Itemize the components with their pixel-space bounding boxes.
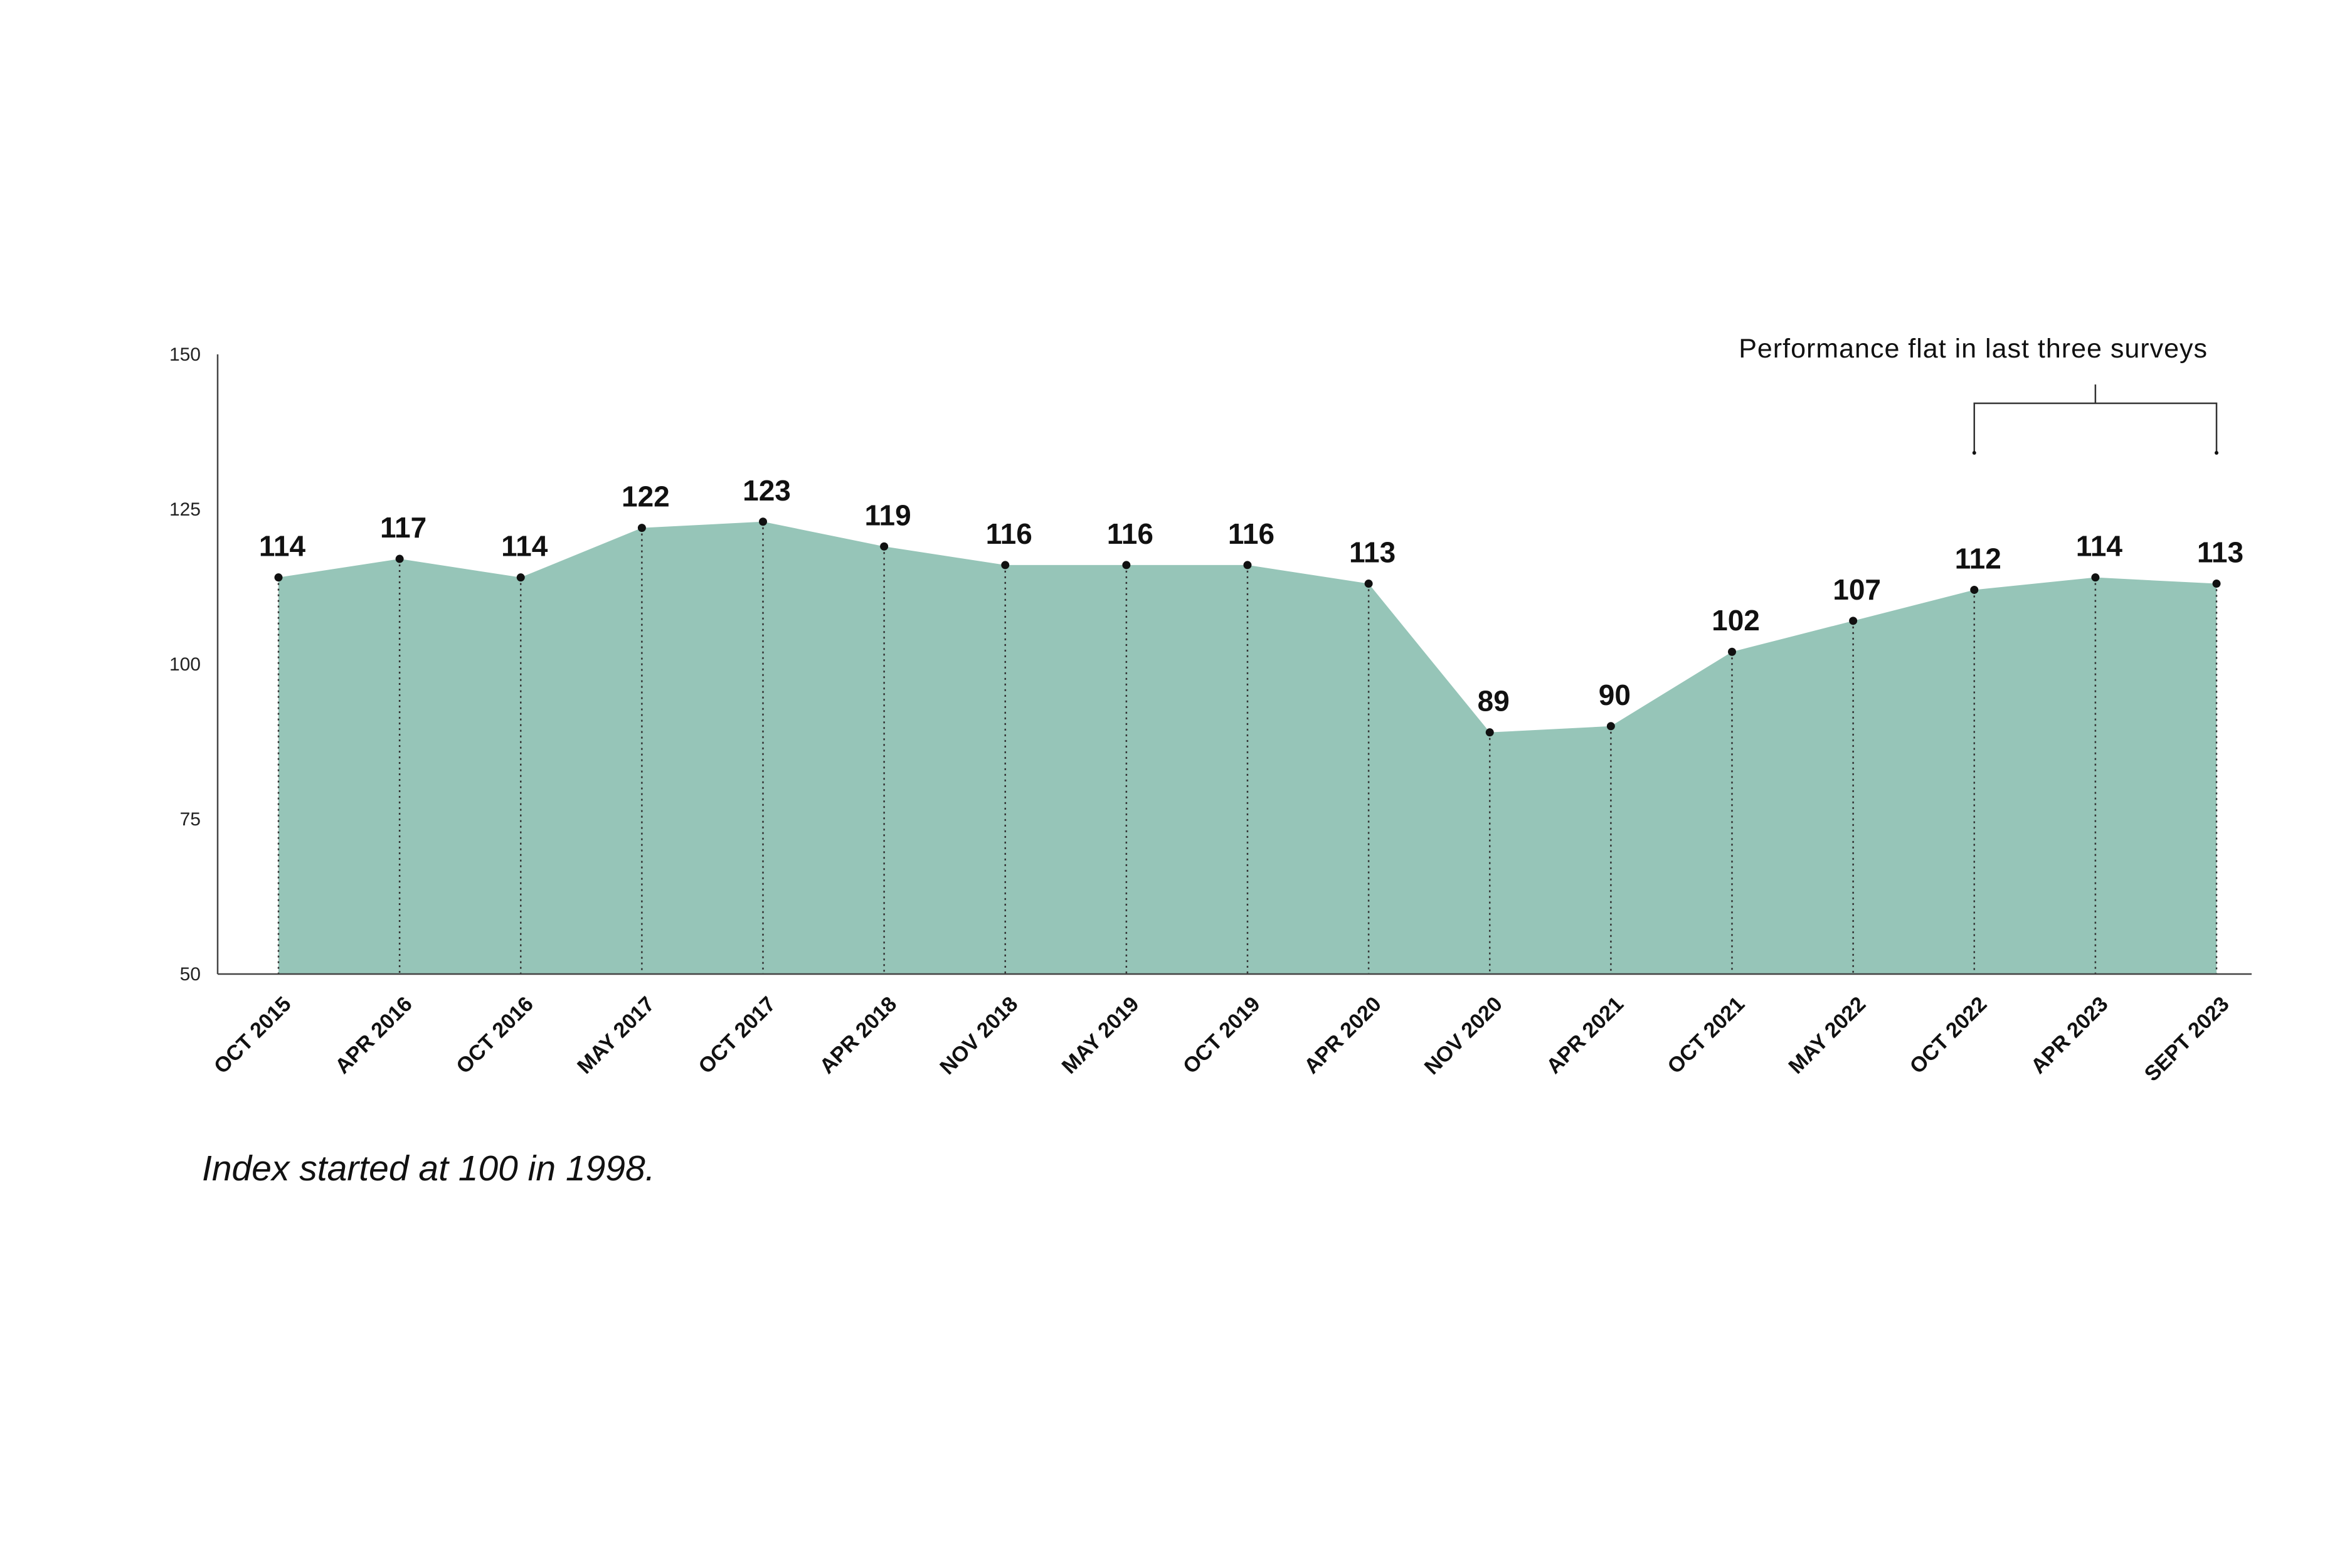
- x-tick-label: SEPT 2023: [2140, 992, 2234, 1086]
- data-point: [1485, 728, 1494, 737]
- data-label: 123: [743, 474, 791, 507]
- annotation-end-dot: [2215, 451, 2218, 455]
- x-tick-label: NOV 2018: [935, 992, 1022, 1079]
- x-tick-label: OCT 2015: [209, 992, 296, 1079]
- y-tick-label: 50: [180, 964, 201, 985]
- y-tick-label: 75: [180, 809, 201, 830]
- data-label: 116: [986, 517, 1032, 550]
- axes: [216, 354, 2252, 975]
- y-tick-label: 125: [169, 499, 201, 520]
- x-tick-label: OCT 2022: [1905, 992, 1992, 1079]
- data-point: [880, 542, 889, 551]
- data-label: 116: [1228, 517, 1274, 550]
- x-tick-label: MAY 2022: [1784, 992, 1870, 1079]
- data-point: [516, 573, 525, 582]
- data-label: 114: [259, 530, 306, 563]
- data-label: 122: [622, 480, 670, 513]
- footnote: Index started at 100 in 1998.: [202, 1148, 655, 1189]
- x-tick-label: MAY 2017: [573, 992, 659, 1079]
- data-label: 90: [1599, 679, 1631, 711]
- data-point: [1001, 561, 1010, 569]
- data-point: [1606, 722, 1615, 731]
- data-point: [759, 517, 767, 526]
- area-layer: [278, 521, 2217, 974]
- data-point: [1728, 647, 1736, 656]
- data-point: [1243, 561, 1252, 569]
- annotation-bracket: [1973, 402, 2218, 453]
- data-label: 89: [1478, 685, 1510, 718]
- data-point: [274, 573, 283, 582]
- x-tick-label: OCT 2017: [694, 992, 780, 1079]
- data-label: 119: [865, 499, 911, 531]
- x-tick-label: OCT 2019: [1179, 992, 1265, 1079]
- y-tick-label: 100: [169, 654, 201, 675]
- data-label: 116: [1107, 517, 1153, 550]
- data-label: 107: [1833, 573, 1881, 606]
- x-tick-label: APR 2016: [331, 992, 417, 1079]
- x-tick-label: APR 2018: [815, 992, 901, 1079]
- data-labels: 114 117 114 122 123 119 116 116 116 113 89 90 102 107…: [259, 474, 2243, 718]
- data-label: 113: [2197, 536, 2243, 569]
- data-point: [1122, 561, 1131, 569]
- data-point: [1849, 617, 1858, 625]
- data-point: [395, 554, 404, 563]
- data-label: 113: [1349, 536, 1396, 569]
- annotation-text: Performance flat in last three surveys: [1739, 334, 2208, 364]
- guide-lines: [277, 521, 2218, 974]
- data-label: 114: [501, 530, 548, 563]
- x-tick-label: APR 2020: [1300, 992, 1386, 1079]
- y-tick-labels: 50 75 100 125 150: [169, 344, 201, 985]
- data-point: [2091, 573, 2100, 582]
- data-label: 117: [380, 511, 426, 544]
- data-point: [637, 524, 646, 532]
- x-tick-label: NOV 2020: [1420, 992, 1507, 1079]
- x-tick-labels: OCT 2015 APR 2016 OCT 2016 MAY 2017 OCT 2017…: [209, 992, 2234, 1086]
- data-points: [274, 517, 2221, 737]
- x-tick-label: OCT 2021: [1663, 992, 1749, 1079]
- y-tick-label: 150: [169, 344, 201, 365]
- x-tick-label: APR 2023: [2026, 992, 2113, 1079]
- x-tick-label: MAY 2019: [1057, 992, 1144, 1079]
- x-tick-label: OCT 2016: [452, 992, 538, 1079]
- data-point: [1364, 580, 1373, 588]
- data-point: [2212, 580, 2221, 588]
- annotation: Performance flat in last three surveys: [1739, 334, 2218, 455]
- data-label: 102: [1712, 604, 1760, 637]
- data-label: 114: [2076, 530, 2123, 563]
- area-fill: [278, 521, 2217, 974]
- data-point: [1970, 585, 1979, 594]
- data-label: 112: [1955, 542, 2001, 575]
- annotation-end-dot: [1972, 451, 1976, 455]
- x-tick-label: APR 2021: [1542, 992, 1628, 1079]
